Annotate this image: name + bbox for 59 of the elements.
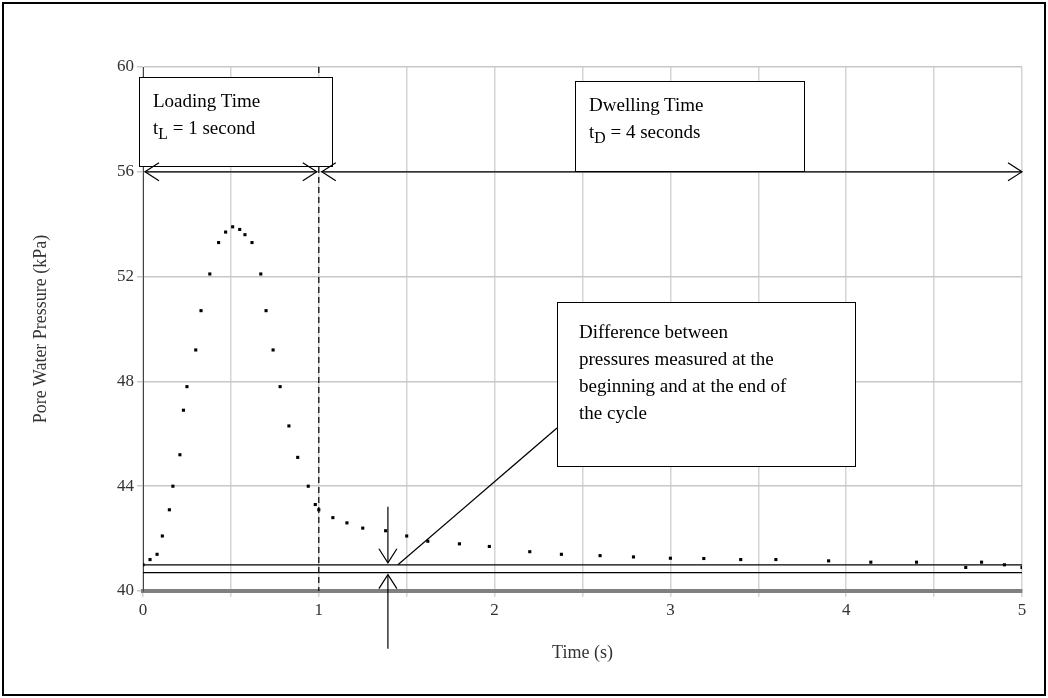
point (155, 552, 159, 556)
point (185, 385, 189, 389)
point (296, 455, 300, 459)
x-tick-label: 1 (314, 599, 324, 619)
point (668, 556, 672, 560)
x-tick-label: 3 (666, 599, 675, 619)
point (194, 348, 198, 352)
point (287, 424, 291, 428)
point (345, 521, 349, 525)
point (148, 558, 152, 562)
point (331, 516, 335, 520)
point (774, 558, 778, 562)
point (559, 552, 563, 556)
y-tick-label: 48 (117, 370, 134, 390)
point (598, 554, 602, 558)
point (980, 560, 984, 564)
point (827, 559, 831, 563)
point (313, 502, 317, 507)
point (171, 484, 175, 488)
point (167, 508, 171, 512)
point (528, 550, 532, 554)
y-axis-title: Pore Water Pressure (kPa) (29, 234, 51, 424)
point (702, 556, 706, 561)
y-tick-label: 44 (117, 475, 135, 495)
y-tick-label: 60 (117, 56, 134, 76)
x-tick-label: 0 (138, 599, 148, 619)
point (208, 272, 212, 276)
y-tick-label: 40 (117, 580, 134, 600)
point (487, 544, 491, 549)
point (914, 560, 919, 564)
point (231, 225, 235, 229)
point (243, 233, 247, 237)
point (199, 309, 203, 313)
x-tick-label: 4 (841, 599, 851, 619)
point (217, 240, 221, 245)
point (160, 534, 164, 538)
x-tick-label: 5 (1017, 599, 1027, 619)
point (384, 529, 388, 533)
point (181, 408, 185, 412)
point (178, 453, 182, 457)
point (306, 484, 310, 488)
point (264, 309, 268, 313)
point (631, 555, 636, 559)
point (250, 240, 254, 245)
point (259, 272, 263, 276)
point (964, 565, 968, 569)
x-axis-title: Time (s) (552, 641, 613, 663)
point (271, 348, 275, 352)
point (869, 560, 873, 564)
point (278, 385, 282, 389)
point (739, 558, 743, 562)
point (224, 230, 228, 234)
point (405, 534, 409, 538)
y-tick-label: 56 (117, 161, 134, 181)
point (457, 542, 461, 546)
point (361, 526, 365, 530)
x-tick-label: 2 (490, 599, 499, 619)
point (238, 227, 242, 231)
y-tick-label: 52 (117, 266, 134, 286)
